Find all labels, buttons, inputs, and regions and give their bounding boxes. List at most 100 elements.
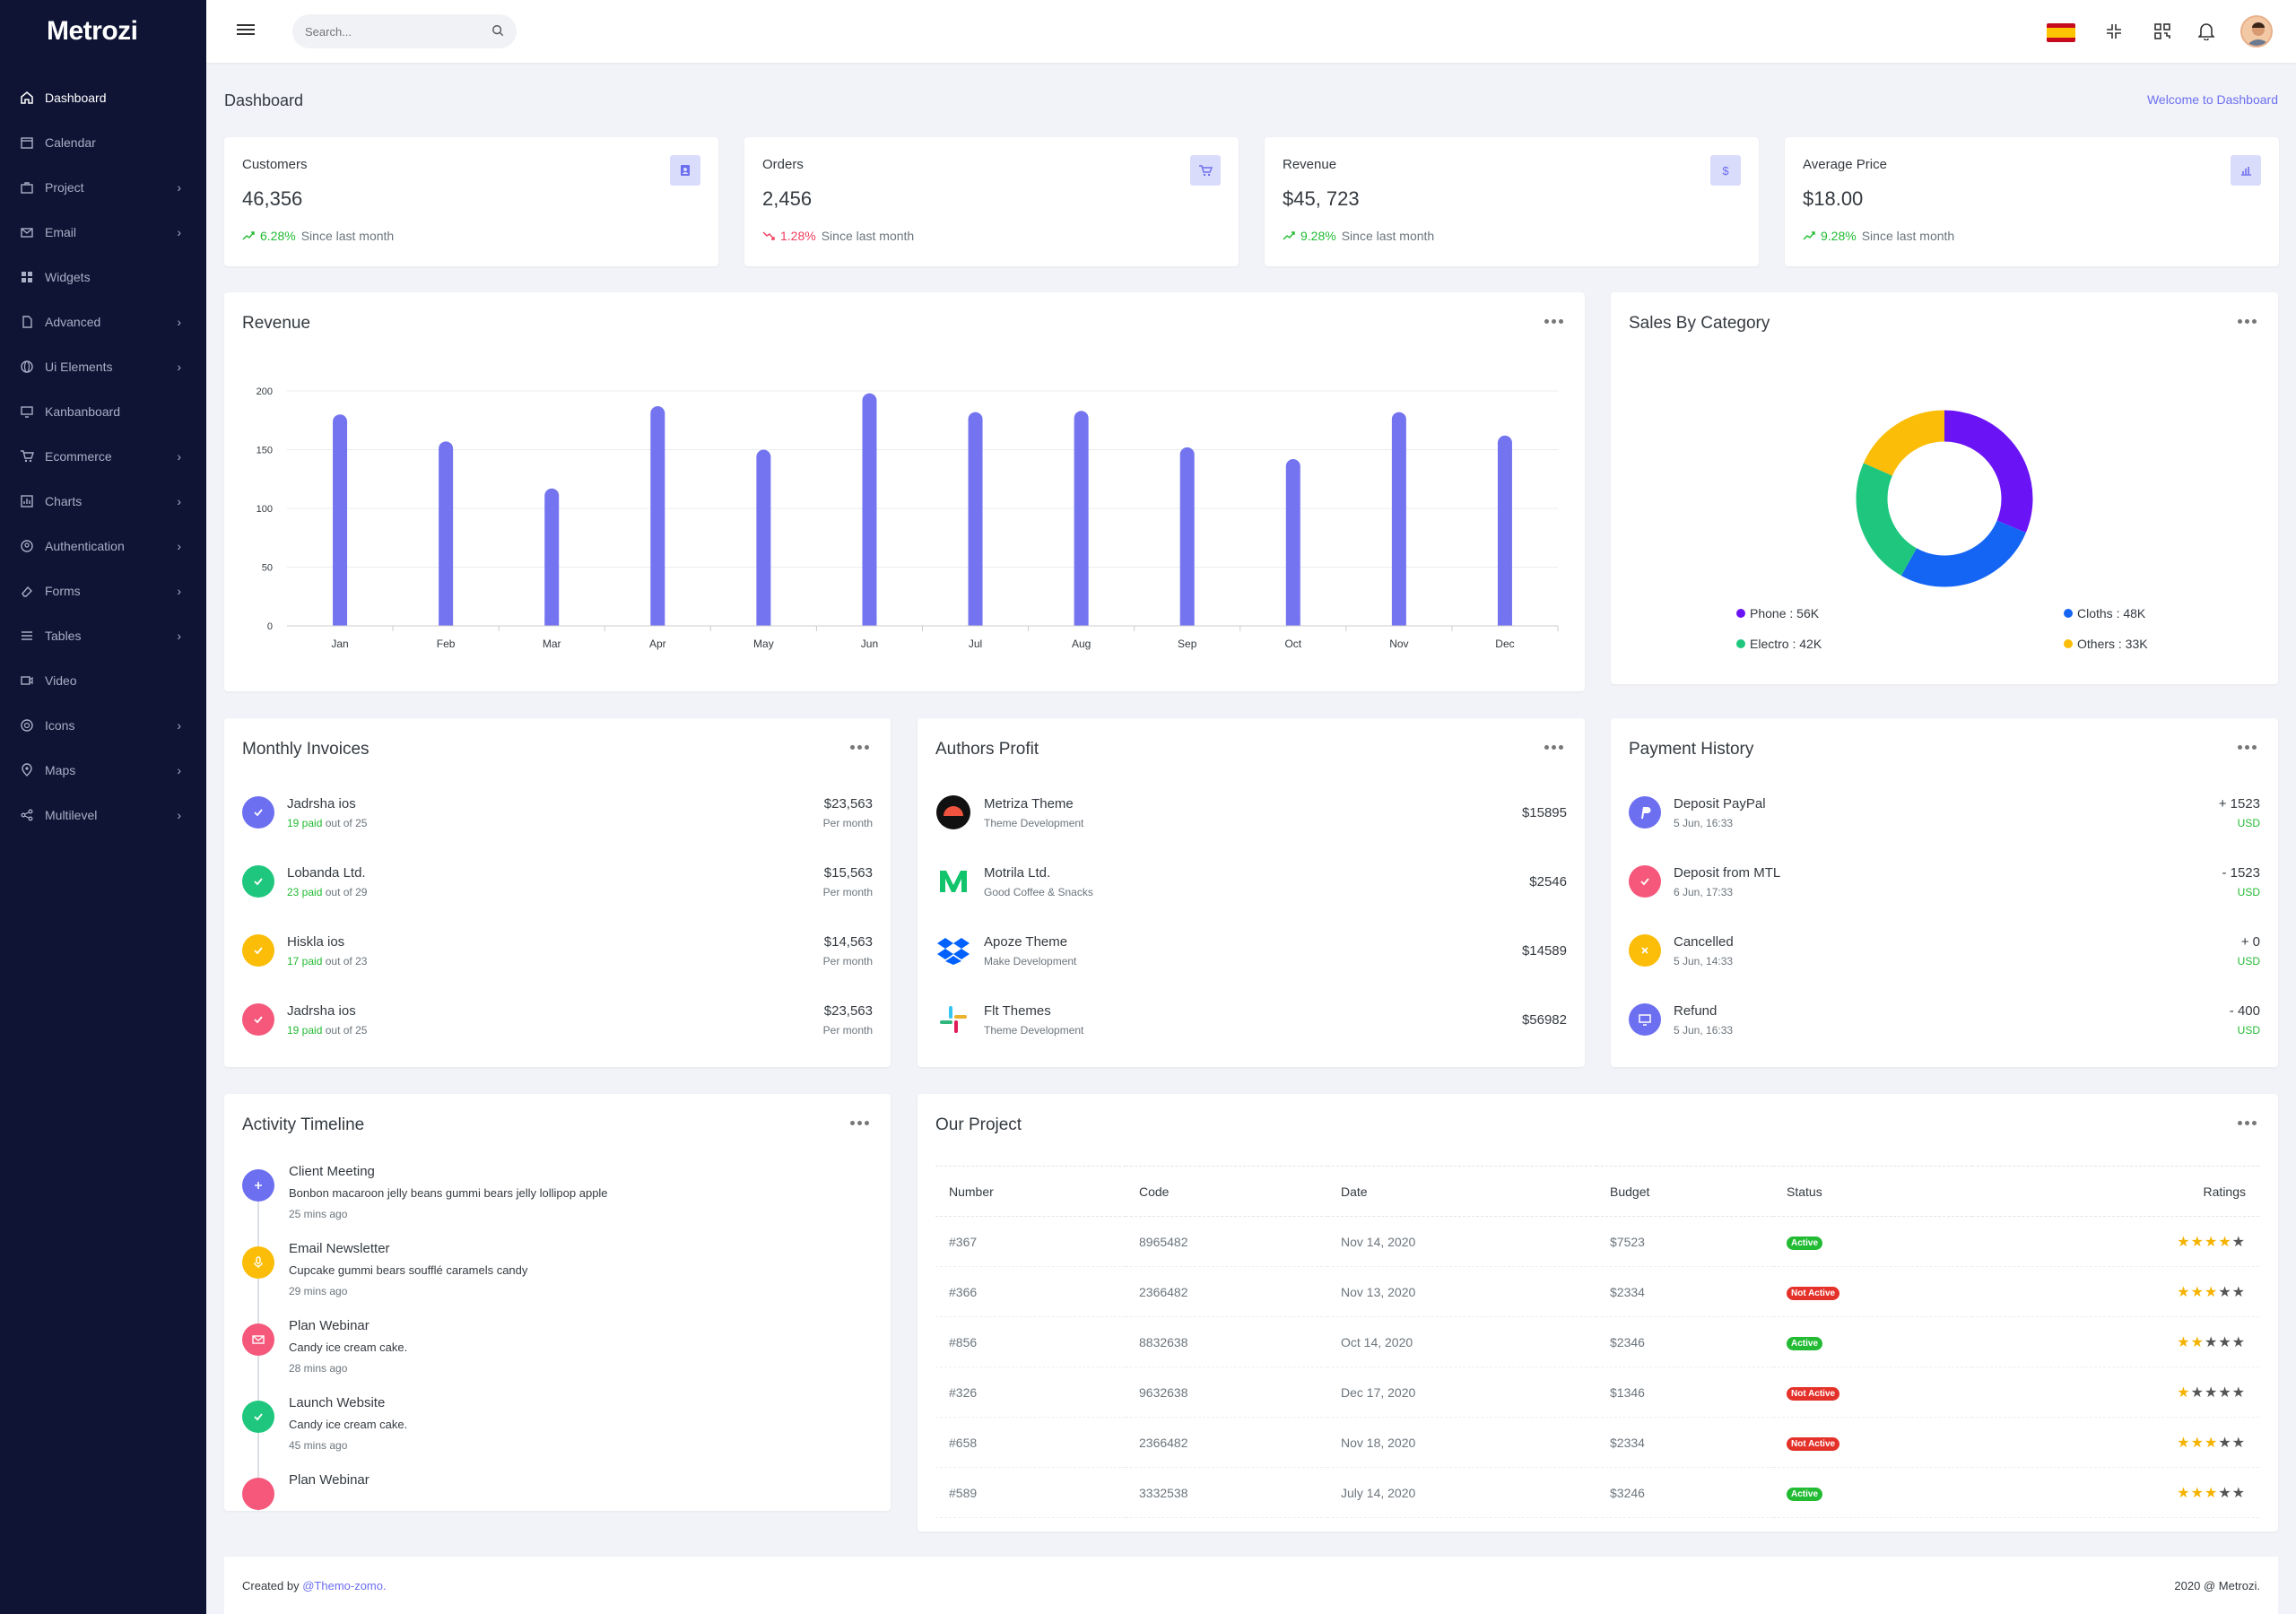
sidebar-item-ui-elements[interactable]: Ui Elements › — [0, 344, 206, 389]
bar-feb[interactable] — [439, 441, 454, 626]
fullscreen-exit-icon[interactable] — [2100, 18, 2127, 45]
sidebar-item-tables[interactable]: Tables › — [0, 613, 206, 658]
sidebar-item-calendar[interactable]: Calendar — [0, 120, 206, 165]
sidebar-item-project[interactable]: Project › — [0, 165, 206, 210]
star-filled-icon[interactable]: ★ — [2177, 1334, 2191, 1350]
more-options-icon[interactable] — [847, 1117, 873, 1129]
footer-author-link[interactable]: @Themo-zomo. — [302, 1578, 387, 1592]
bar-dec[interactable] — [1497, 435, 1512, 626]
bar-jul[interactable] — [968, 412, 983, 626]
table-row[interactable]: #658 2366482 Nov 18, 2020 $2334 Not Active ★★… — [935, 1417, 2259, 1468]
star-filled-icon[interactable]: ★ — [2204, 1435, 2219, 1451]
author-row[interactable]: Apoze Theme Make Development $14589 — [935, 928, 1567, 973]
search-box[interactable] — [292, 14, 517, 48]
sidebar-item-multilevel[interactable]: Multilevel › — [0, 793, 206, 837]
sidebar-item-email[interactable]: Email › — [0, 210, 206, 255]
sidebar-item-charts[interactable]: Charts › — [0, 479, 206, 524]
payment-row[interactable]: Deposit PayPal 5 Jun, 16:33 + 1523 USD — [1629, 790, 2260, 835]
star-filled-icon[interactable]: ★ — [2177, 1384, 2191, 1401]
more-options-icon[interactable] — [2234, 316, 2260, 327]
slice-electro[interactable] — [1856, 410, 2033, 587]
star-filled-icon[interactable]: ★ — [2177, 1435, 2191, 1451]
sidebar-item-video[interactable]: Video — [0, 658, 206, 703]
star-filled-icon[interactable]: ★ — [2177, 1485, 2191, 1501]
table-row[interactable]: #326 9632638 Dec 17, 2020 $1346 Not Active ★★… — [935, 1367, 2259, 1418]
user-avatar[interactable] — [2240, 15, 2273, 48]
invoice-row[interactable]: Lobanda Ltd. 23 paid out of 29 $15,563 Per … — [242, 859, 873, 904]
app-logo[interactable]: Metrozi — [47, 16, 138, 46]
sidebar-item-dashboard[interactable]: Dashboard — [0, 75, 206, 120]
star-filled-icon[interactable]: ★ — [2177, 1284, 2191, 1300]
sidebar-item-ecommerce[interactable]: Ecommerce › — [0, 434, 206, 479]
star-empty-icon[interactable]: ★ — [2218, 1435, 2232, 1451]
bar-mar[interactable] — [544, 488, 560, 626]
author-row[interactable]: Motrila Ltd. Good Coffee & Snacks $2546 — [935, 859, 1567, 904]
star-filled-icon[interactable]: ★ — [2190, 1284, 2205, 1300]
star-empty-icon[interactable]: ★ — [2231, 1384, 2246, 1401]
invoice-row[interactable]: Jadrsha ios 19 paid out of 25 $23,563 Per m… — [242, 997, 873, 1042]
star-empty-icon[interactable]: ★ — [2218, 1284, 2232, 1300]
star-empty-icon[interactable]: ★ — [2231, 1334, 2246, 1350]
payment-row[interactable]: Cancelled 5 Jun, 14:33 + 0 USD — [1629, 928, 2260, 973]
notification-bell-icon[interactable] — [2193, 18, 2220, 45]
bar-sep[interactable] — [1179, 447, 1195, 626]
sidebar-item-authentication[interactable]: Authentication › — [0, 524, 206, 568]
star-empty-icon[interactable]: ★ — [2190, 1384, 2205, 1401]
invoice-row[interactable]: Jadrsha ios 19 paid out of 25 $23,563 Per m… — [242, 790, 873, 835]
sidebar-item-forms[interactable]: Forms › — [0, 568, 206, 613]
language-flag-icon[interactable] — [2047, 23, 2075, 42]
star-filled-icon[interactable]: ★ — [2204, 1234, 2219, 1250]
sidebar-item-kanbanboard[interactable]: Kanbanboard — [0, 389, 206, 434]
search-input[interactable] — [305, 24, 491, 39]
invoice-row[interactable]: Hiskla ios 17 paid out of 23 $14,563 Per mo… — [242, 928, 873, 973]
bar-apr[interactable] — [650, 406, 665, 626]
bar-oct[interactable] — [1285, 458, 1300, 626]
star-empty-icon[interactable]: ★ — [2204, 1334, 2219, 1350]
payment-row[interactable]: Refund 5 Jun, 16:33 - 400 USD — [1629, 997, 2260, 1042]
star-filled-icon[interactable]: ★ — [2218, 1234, 2232, 1250]
more-options-icon[interactable] — [1541, 316, 1567, 327]
column-header-number[interactable]: Number — [935, 1166, 1126, 1217]
sidebar-item-advanced[interactable]: Advanced › — [0, 299, 206, 344]
table-row[interactable]: #366 2366482 Nov 13, 2020 $2334 Not Active ★★… — [935, 1266, 2259, 1317]
sidebar-item-maps[interactable]: Maps › — [0, 748, 206, 793]
star-filled-icon[interactable]: ★ — [2190, 1485, 2205, 1501]
slice-cloths[interactable] — [1856, 410, 2033, 587]
column-header-ratings[interactable]: Ratings — [1972, 1166, 2259, 1217]
sidebar-item-icons[interactable]: Icons › — [0, 703, 206, 748]
breadcrumb-welcome[interactable]: Welcome to Dashboard — [2146, 92, 2278, 107]
menu-toggle-icon[interactable] — [237, 22, 255, 41]
search-icon[interactable] — [491, 24, 504, 39]
star-filled-icon[interactable]: ★ — [2190, 1234, 2205, 1250]
payment-row[interactable]: Deposit from MTL 6 Jun, 17:33 - 1523 USD — [1629, 859, 2260, 904]
column-header-status[interactable]: Status — [1773, 1166, 1973, 1217]
star-filled-icon[interactable]: ★ — [2190, 1435, 2205, 1451]
star-empty-icon[interactable]: ★ — [2218, 1384, 2232, 1401]
star-filled-icon[interactable]: ★ — [2190, 1334, 2205, 1350]
star-empty-icon[interactable]: ★ — [2231, 1435, 2246, 1451]
star-empty-icon[interactable]: ★ — [2218, 1485, 2232, 1501]
star-filled-icon[interactable]: ★ — [2177, 1234, 2191, 1250]
star-empty-icon[interactable]: ★ — [2204, 1384, 2219, 1401]
bar-may[interactable] — [756, 449, 771, 627]
column-header-date[interactable]: Date — [1327, 1166, 1596, 1217]
more-options-icon[interactable] — [2234, 1117, 2260, 1129]
bar-jun[interactable] — [862, 393, 877, 626]
more-options-icon[interactable] — [1541, 742, 1567, 753]
column-header-budget[interactable]: Budget — [1596, 1166, 1773, 1217]
more-options-icon[interactable] — [2234, 742, 2260, 753]
bar-jan[interactable] — [333, 414, 348, 626]
author-row[interactable]: Metriza Theme Theme Development $15895 — [935, 790, 1567, 835]
star-filled-icon[interactable]: ★ — [2204, 1284, 2219, 1300]
star-filled-icon[interactable]: ★ — [2204, 1485, 2219, 1501]
column-header-code[interactable]: Code — [1126, 1166, 1327, 1217]
more-options-icon[interactable] — [847, 742, 873, 753]
star-empty-icon[interactable]: ★ — [2218, 1334, 2232, 1350]
bar-aug[interactable] — [1074, 411, 1089, 626]
table-row[interactable]: #856 8832638 Oct 14, 2020 $2346 Active ★★★★★ — [935, 1316, 2259, 1367]
star-empty-icon[interactable]: ★ — [2231, 1485, 2246, 1501]
table-row[interactable]: #367 8965482 Nov 14, 2020 $7523 Active ★★★★★ — [935, 1216, 2259, 1267]
table-row[interactable]: #589 3332538 July 14, 2020 $3246 Active ★★★★★ — [935, 1467, 2259, 1518]
star-empty-icon[interactable]: ★ — [2231, 1234, 2246, 1250]
sidebar-item-widgets[interactable]: Widgets — [0, 255, 206, 299]
